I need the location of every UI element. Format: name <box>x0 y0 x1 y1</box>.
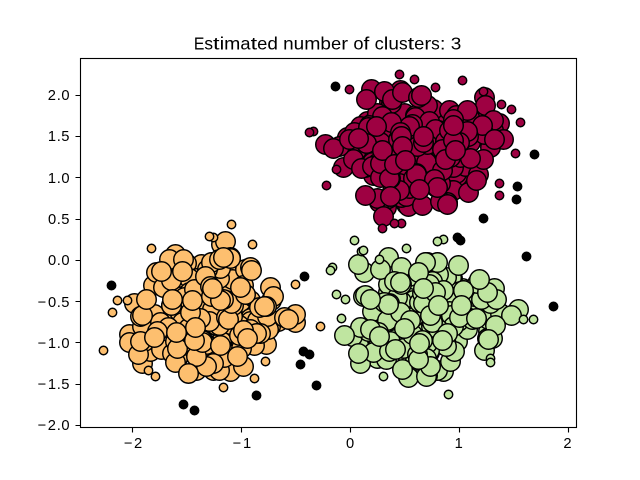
svg-text:−: − <box>37 336 46 352</box>
svg-text:−: − <box>37 418 46 434</box>
svg-text:2: 2 <box>48 418 56 434</box>
svg-text:.: . <box>57 212 61 228</box>
svg-text:e: e <box>414 33 424 53</box>
svg-text:0: 0 <box>61 88 69 104</box>
svg-text:f: f <box>364 33 370 53</box>
svg-text:l: l <box>384 33 389 53</box>
svg-text:s: s <box>204 33 213 53</box>
svg-text:0: 0 <box>61 253 69 269</box>
svg-text:1: 1 <box>243 436 251 452</box>
svg-text:d: d <box>267 33 278 53</box>
svg-text:−: − <box>233 436 242 452</box>
svg-text:3: 3 <box>451 33 462 53</box>
svg-text:E: E <box>194 33 205 53</box>
svg-text:c: c <box>375 33 384 53</box>
svg-text:o: o <box>353 33 363 53</box>
svg-text:5: 5 <box>61 295 69 311</box>
svg-text:1: 1 <box>455 436 463 452</box>
svg-text:m: m <box>304 33 320 53</box>
svg-text:u: u <box>388 33 399 53</box>
svg-text:m: m <box>224 33 240 53</box>
svg-text:−: − <box>37 295 46 311</box>
svg-text:1: 1 <box>48 377 56 393</box>
svg-text:2: 2 <box>48 88 56 104</box>
svg-text:t: t <box>213 33 220 53</box>
svg-text:a: a <box>240 33 250 53</box>
svg-text:0: 0 <box>48 295 56 311</box>
svg-text:u: u <box>294 33 305 53</box>
svg-text:.: . <box>57 129 61 145</box>
svg-text:.: . <box>57 336 61 352</box>
svg-text:0: 0 <box>61 171 69 187</box>
svg-text:s: s <box>431 33 440 53</box>
svg-text:2: 2 <box>134 436 142 452</box>
svg-text:−: − <box>124 436 133 452</box>
svg-text:1: 1 <box>48 336 56 352</box>
svg-text:e: e <box>331 33 341 53</box>
svg-text:5: 5 <box>61 377 69 393</box>
svg-text:b: b <box>320 33 331 53</box>
svg-text:.: . <box>57 171 61 187</box>
svg-text:t: t <box>251 33 258 53</box>
svg-text:.: . <box>57 88 61 104</box>
svg-text:1: 1 <box>48 171 56 187</box>
svg-text:r: r <box>424 33 431 53</box>
svg-text:0: 0 <box>61 336 69 352</box>
svg-text:5: 5 <box>61 212 69 228</box>
svg-text:t: t <box>408 33 415 53</box>
svg-text:r: r <box>341 33 348 53</box>
svg-text:0: 0 <box>346 436 354 452</box>
svg-text:2: 2 <box>563 436 571 452</box>
svg-text:−: − <box>37 377 46 393</box>
svg-text:.: . <box>57 377 61 393</box>
svg-text:0: 0 <box>48 212 56 228</box>
svg-text:1: 1 <box>48 129 56 145</box>
svg-text:e: e <box>257 33 267 53</box>
svg-text::: : <box>440 33 446 53</box>
svg-text:i: i <box>220 33 225 53</box>
svg-text:.: . <box>57 253 61 269</box>
svg-text:.: . <box>57 418 61 434</box>
svg-text:0: 0 <box>48 253 56 269</box>
svg-text:.: . <box>57 295 61 311</box>
svg-text:5: 5 <box>61 129 69 145</box>
svg-text:s: s <box>399 33 408 53</box>
svg-text:n: n <box>283 33 294 53</box>
svg-text:0: 0 <box>61 418 69 434</box>
